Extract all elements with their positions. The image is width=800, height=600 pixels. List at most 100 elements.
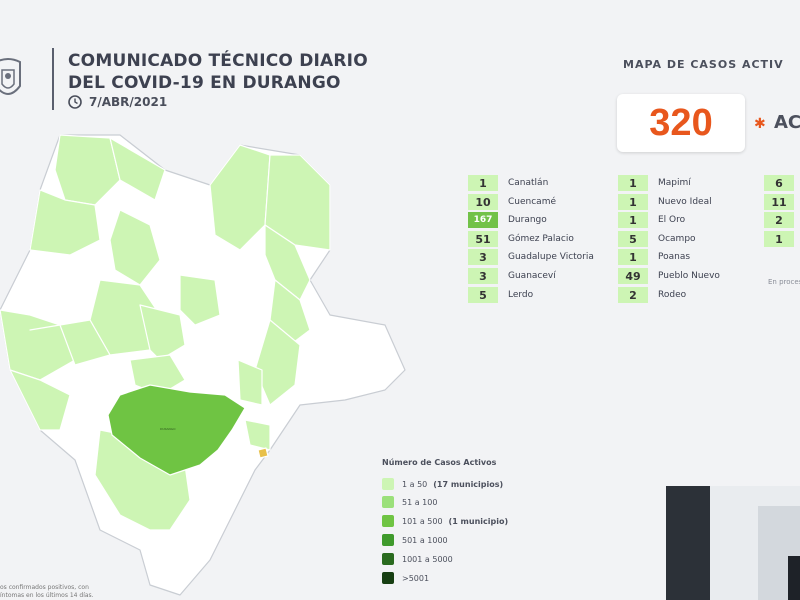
case-count-badge: 167	[468, 212, 498, 228]
in-process-note: En proces	[768, 278, 800, 286]
legend-item: 51 a 100	[382, 496, 437, 508]
case-count-badge: 3	[468, 268, 498, 284]
case-count-badge: 2	[618, 287, 648, 303]
municipality-region	[257, 447, 269, 459]
legend-label: 101 a 500	[402, 516, 443, 526]
municipality-row: 1 Mapimí	[618, 175, 691, 191]
total-label: ACTI	[774, 112, 800, 133]
asterisk-icon: ✱	[754, 116, 766, 132]
legend-item: 1 a 50 (17 municipios)	[382, 478, 503, 490]
legend-label: >5001	[402, 573, 430, 583]
presenter-video-frame	[666, 486, 800, 600]
municipality-row: 1 Canatlán	[468, 175, 548, 191]
municipality-row: 1	[764, 231, 800, 247]
durango-map: DURANGO	[0, 134, 406, 596]
municipality-name: Mapimí	[658, 178, 691, 188]
municipality-name: Guanaceví	[508, 271, 556, 281]
date-row: 7/ABR/2021	[68, 95, 167, 109]
municipality-region	[129, 354, 186, 396]
municipality-name: Poanas	[658, 252, 691, 262]
municipality-name: Guadalupe Victoria	[508, 252, 594, 262]
case-count-badge: 5	[618, 231, 648, 247]
municipality-row: 49 Pueblo Nuevo	[618, 268, 720, 284]
municipality-name: Nuevo Ideal	[658, 197, 712, 207]
municipality-name: Durango	[508, 215, 547, 225]
municipality-region	[29, 319, 111, 366]
case-count-badge: 1	[618, 175, 648, 191]
municipality-region	[254, 319, 301, 406]
municipality-name: Rodeo	[658, 290, 687, 300]
municipality-row: 6	[764, 175, 800, 191]
legend-swatch	[382, 553, 394, 565]
legend-item: 1001 a 5000	[382, 553, 453, 565]
municipality-row: 3 Guanaceví	[468, 268, 556, 284]
durango-emblem-icon	[0, 58, 21, 95]
case-count-badge: 3	[468, 249, 498, 265]
municipality-row: 11	[764, 194, 800, 210]
case-count-badge: 1	[764, 231, 794, 247]
footnote-line: os confirmados positivos, con	[0, 584, 89, 591]
case-count-badge: 51	[468, 231, 498, 247]
presenter-video	[666, 486, 800, 600]
municipality-row: 1 Poanas	[618, 249, 690, 265]
svg-text:DURANGO: DURANGO	[160, 427, 176, 431]
map-heading: MAPA DE CASOS ACTIV	[623, 58, 784, 71]
municipality-row: 2 Rodeo	[618, 287, 686, 303]
case-count-badge: 10	[468, 194, 498, 210]
legend-label: 1 a 50	[402, 479, 428, 489]
municipality-row: 5 Ocampo	[618, 231, 696, 247]
legend-swatch	[382, 478, 394, 490]
municipality-row: 3 Guadalupe Victoria	[468, 249, 594, 265]
case-count-badge: 5	[468, 287, 498, 303]
municipality-region	[139, 304, 186, 361]
total-cases-value: 320	[649, 102, 713, 144]
municipality-row: 10 Cuencamé	[468, 194, 556, 210]
municipality-name: Canatlán	[508, 178, 549, 188]
clock-icon	[68, 95, 82, 109]
case-count-badge: 6	[764, 175, 794, 191]
case-count-badge: 1	[618, 249, 648, 265]
legend-title: Número de Casos Activos	[382, 458, 497, 467]
municipality-region	[179, 274, 221, 326]
case-count-badge: 1	[618, 194, 648, 210]
municipality-name: Lerdo	[508, 290, 534, 300]
legend-item: >5001	[382, 572, 429, 584]
municipality-region-durango	[107, 384, 246, 476]
municipality-region	[237, 359, 263, 406]
municipality-name: Ocampo	[658, 234, 696, 244]
footnote-line: íntomas en los últimos 14 días.	[0, 592, 94, 599]
municipality-row: 51 Gómez Palacio	[468, 231, 574, 247]
case-count-badge: 1	[468, 175, 498, 191]
municipality-region	[29, 189, 101, 256]
municipality-row: 167 Durango	[468, 212, 547, 228]
legend-swatch	[382, 572, 394, 584]
page-title: COMUNICADO TÉCNICO DIARIO DEL COVID-19 E…	[68, 51, 368, 93]
municipality-row: 2	[764, 212, 800, 228]
municipality-name: Gómez Palacio	[508, 234, 574, 244]
legend-label: 51 a 100	[402, 497, 438, 507]
municipality-name: El Oro	[658, 215, 686, 225]
legend-swatch	[382, 534, 394, 546]
municipality-row: 1 Nuevo Ideal	[618, 194, 712, 210]
case-count-badge: 49	[618, 268, 648, 284]
municipality-row: 5 Lerdo	[468, 287, 533, 303]
legend-swatch	[382, 496, 394, 508]
header-divider	[52, 48, 54, 110]
legend-label: 501 a 1000	[402, 535, 448, 545]
municipality-region	[244, 419, 271, 451]
legend-label: 1001 a 5000	[402, 554, 453, 564]
legend-note: (1 municipio)	[448, 516, 509, 526]
total-cases-box: 320	[617, 94, 745, 152]
municipality-region	[109, 137, 166, 201]
municipality-row: 1 El Oro	[618, 212, 685, 228]
municipality-name: Cuencamé	[508, 197, 556, 207]
municipality-region	[9, 369, 71, 431]
legend-note: (17 municipios)	[433, 479, 504, 489]
report-date: 7/ABR/2021	[89, 95, 168, 109]
case-count-badge: 1	[618, 212, 648, 228]
municipality-name: Pueblo Nuevo	[658, 271, 720, 281]
legend-item: 501 a 1000	[382, 534, 448, 546]
case-count-badge: 11	[764, 194, 794, 210]
legend-swatch	[382, 515, 394, 527]
legend-item: 101 a 500 (1 municipio)	[382, 515, 508, 527]
